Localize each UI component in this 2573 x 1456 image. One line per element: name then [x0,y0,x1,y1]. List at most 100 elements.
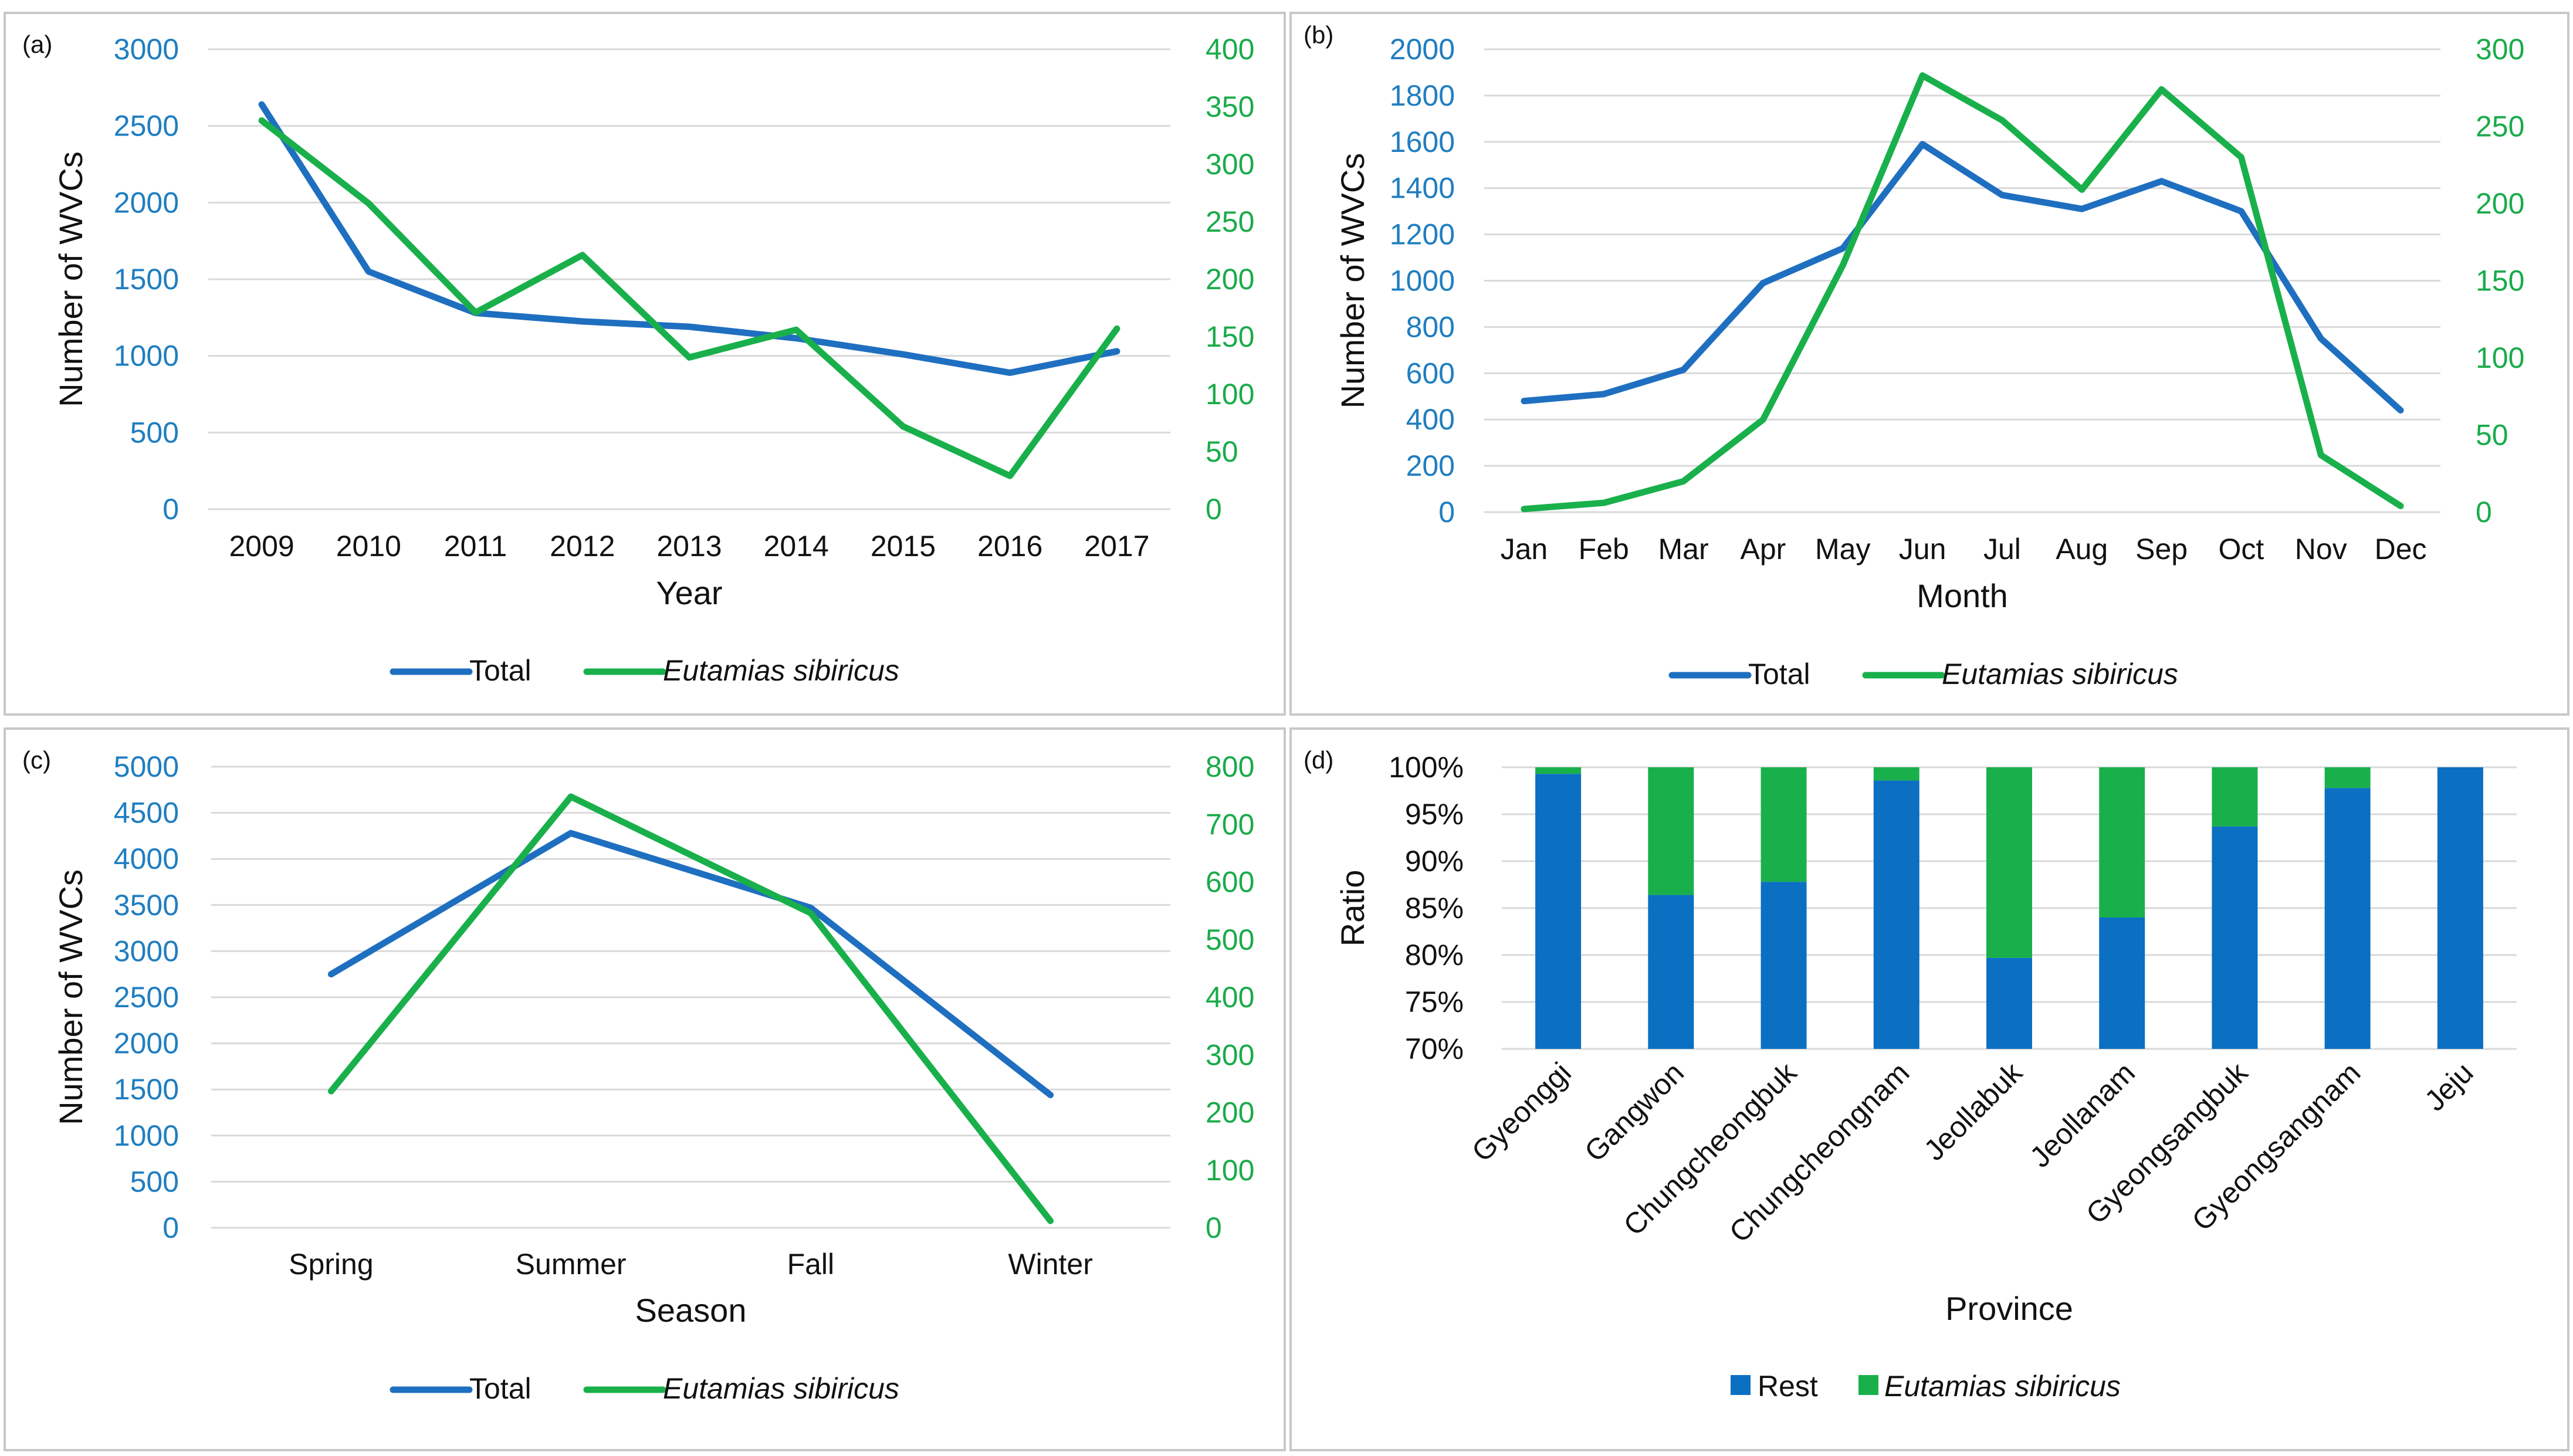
panel-c: (c)0500100015002000250030003500400045005… [4,727,1286,1451]
y-left-tick-label: 5000 [114,750,179,783]
y-tick-label: 95% [1405,798,1464,831]
panel-frame [4,12,1286,716]
y-left-tick-label: 2500 [114,110,179,143]
y-left-tick-label: 2000 [114,186,179,219]
x-tick-label: 2015 [871,530,936,563]
y-left-tick-label: 1200 [1390,218,1455,251]
x-tick-label: Dec [2375,533,2427,566]
data-point-total [368,271,369,272]
y-left-tick-label: 2500 [114,981,179,1014]
data-point-eutamias [2161,89,2162,90]
bar-eutamias [1648,767,1694,895]
legend-label-total: Total [469,654,531,687]
legend-label-total: Total [1748,658,1810,690]
x-tick-label: 2010 [336,530,401,563]
y-left-tick-label: 200 [1406,449,1455,482]
panel-frame [1289,727,2569,1451]
panel-label: (b) [1304,21,1333,49]
y-left-tick-label: 1400 [1390,172,1455,205]
x-axis-title: Month [1917,577,2008,614]
bar-rest [1535,774,1582,1049]
y-right-tick-label: 150 [2476,265,2524,297]
data-point-eutamias [1922,75,1923,76]
x-tick-label: Winter [1008,1248,1092,1281]
y-right-tick-label: 350 [1206,90,1254,123]
series-line-eutamias [327,793,1054,1224]
y-right-tick-label: 250 [2476,110,2524,143]
data-point-eutamias [475,312,476,313]
bar-rest [2324,788,2371,1049]
y-tick-label: 85% [1405,892,1464,925]
data-point-eutamias [368,203,369,204]
y-tick-label: 75% [1405,986,1464,1018]
y-axis-title: Number of WVCs [52,151,89,407]
y-left-tick-label: 1000 [114,340,179,373]
series-line-eutamias [1521,72,2404,513]
y-right-tick-label: 300 [1206,148,1254,181]
y-left-tick-label: 3000 [114,33,179,66]
x-tick-label: Spring [289,1248,374,1281]
bar-eutamias [2212,767,2258,827]
y-right-tick-label: 800 [1206,750,1254,783]
y-left-tick-label: 800 [1406,310,1455,343]
y-right-tick-label: 50 [1206,435,1238,468]
x-tick-label: 2016 [977,530,1042,563]
x-tick-label: Oct [2219,533,2264,566]
y-left-tick-label: 3500 [114,889,179,922]
data-point-eutamias [2081,189,2082,190]
y-tick-label: 90% [1405,845,1464,878]
x-tick-label: 2013 [656,530,722,563]
x-tick-label: 2011 [444,530,507,563]
data-point-eutamias [1683,481,1684,482]
y-right-tick-label: 500 [1206,923,1254,956]
panel-a: (a) 0 500 1000 1500 2000 2500 3000 0 50 100 150 200 2… [4,12,1286,716]
y-tick-label: 100% [1389,751,1464,784]
y-left-tick-label: 4000 [114,842,179,875]
y-right-tick-label: 100 [1206,378,1254,411]
y-axis-title: Number of WVCs [52,869,89,1125]
bar-eutamias [1761,767,1807,882]
y-left-tick-label: 2000 [114,1027,179,1060]
y-right-tick-label: 50 [2476,419,2508,452]
x-tick-label: Jun [1899,533,1946,566]
legend-label-total: Total [469,1372,531,1405]
y-left-tick-label: 4500 [114,797,179,829]
legend-label-eutamias: Eutamias sibiricus [663,654,899,687]
panel-b: (b)0200400600800100012001400160018002000… [1289,12,2569,716]
x-tick-label: Jul [1983,533,2021,566]
y-left-tick-label: 500 [130,1165,179,1198]
bar-eutamias [1986,767,2032,958]
y-tick-label: 70% [1405,1032,1464,1065]
x-tick-label: Aug [2056,533,2108,566]
y-right-tick-label: 250 [1206,205,1254,238]
y-left-tick-label: 1000 [114,1119,179,1152]
x-tick-label: Feb [1579,533,1629,566]
y-right-tick-label: 0 [1206,493,1222,526]
series-line-total [327,829,1054,1099]
bar-rest [2212,826,2258,1049]
y-right-tick-label: 400 [1206,981,1254,1014]
x-tick-label: 2012 [550,530,615,563]
y-right-tick-label: 200 [1206,1096,1254,1129]
series-line-total [258,101,1120,376]
x-tick-label: 2014 [764,530,829,563]
x-tick-label: May [1815,533,1870,566]
panel-frame [1289,12,2569,716]
y-right-tick-label: 200 [2476,187,2524,220]
y-left-tick-label: 0 [1438,496,1455,529]
legend-swatch-rest [1731,1375,1751,1395]
bar-rest [2099,917,2145,1049]
x-tick-label: Jan [1501,533,1548,566]
y-left-tick-label: 2000 [1390,33,1455,66]
y-left-tick-label: 1500 [114,1073,179,1106]
legend-label-eutamias: Eutamias sibiricus [1884,1370,2121,1403]
bar-rest [1873,780,1919,1049]
x-axis-title: Season [635,1292,747,1329]
legend-label-eutamias: Eutamias sibiricus [663,1372,899,1405]
x-tick-label: 2017 [1084,530,1149,563]
y-right-tick-label: 0 [1206,1211,1222,1244]
bar-eutamias [2099,767,2145,917]
y-right-tick-label: 700 [1206,808,1254,841]
y-right-tick-label: 200 [1206,263,1254,296]
y-right-tick-label: 600 [1206,866,1254,899]
